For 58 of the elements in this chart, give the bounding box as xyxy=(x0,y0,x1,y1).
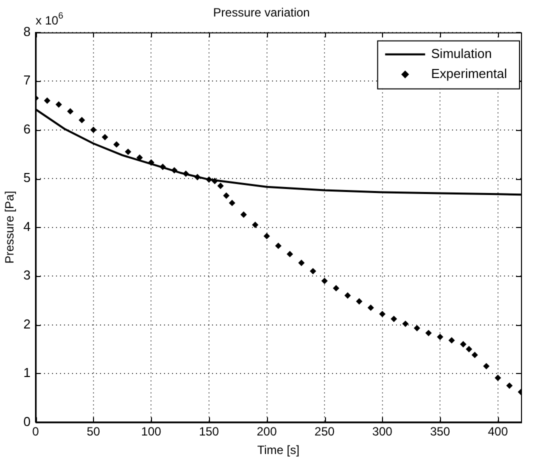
point xyxy=(264,233,270,240)
x-tick-label: 150 xyxy=(198,424,220,439)
point xyxy=(229,200,236,206)
point xyxy=(252,222,258,228)
point xyxy=(67,108,74,114)
point xyxy=(333,285,340,292)
chart-title: Pressure variation xyxy=(213,6,310,20)
point xyxy=(102,134,108,140)
point xyxy=(472,352,478,358)
point xyxy=(223,192,230,199)
y-tick-label: 3 xyxy=(23,268,31,283)
point xyxy=(310,268,316,274)
point xyxy=(56,102,62,108)
y-tick-label: 4 xyxy=(23,218,31,234)
point xyxy=(44,98,50,104)
point xyxy=(240,212,247,218)
point xyxy=(426,330,432,336)
y-tick-label: 6 xyxy=(23,121,31,136)
point xyxy=(90,126,96,133)
point xyxy=(437,334,444,340)
point xyxy=(390,316,397,322)
x-tick-label: 200 xyxy=(256,424,278,439)
y-tick-label: 2 xyxy=(23,316,31,332)
y-tick-label: 8 xyxy=(23,24,31,39)
point xyxy=(286,251,293,258)
point xyxy=(125,148,132,155)
point xyxy=(466,346,472,352)
point xyxy=(448,337,455,344)
x-tick-label: 100 xyxy=(141,424,162,439)
point xyxy=(218,182,224,189)
point xyxy=(483,363,490,370)
point xyxy=(275,242,282,249)
point xyxy=(494,374,501,381)
point xyxy=(356,298,362,304)
x-tick-label: 50 xyxy=(86,424,100,439)
y-tick-label: 1 xyxy=(23,365,31,380)
point xyxy=(344,292,351,299)
x-tick-label: 350 xyxy=(430,424,450,439)
y-axis-title: Pressure [Pa] xyxy=(2,190,17,264)
legend-label: Experimental xyxy=(431,66,508,81)
point xyxy=(298,260,304,266)
point xyxy=(506,382,512,389)
x-tick-label: 250 xyxy=(314,424,335,439)
x-tick-label: 300 xyxy=(372,424,393,439)
point xyxy=(414,325,420,332)
point xyxy=(402,320,408,327)
point xyxy=(78,117,85,124)
point xyxy=(322,278,328,284)
y-tick-label: 7 xyxy=(23,72,31,88)
x-tick-label: 400 xyxy=(488,424,508,439)
y-tick-label: 0 xyxy=(23,414,31,429)
point xyxy=(114,141,120,148)
y-tick-label: 5 xyxy=(23,170,31,186)
legend-label: Simulation xyxy=(431,46,492,61)
x-axis-title: Time [s] xyxy=(257,443,300,458)
point xyxy=(460,341,466,348)
point xyxy=(379,311,386,318)
point xyxy=(368,304,374,311)
